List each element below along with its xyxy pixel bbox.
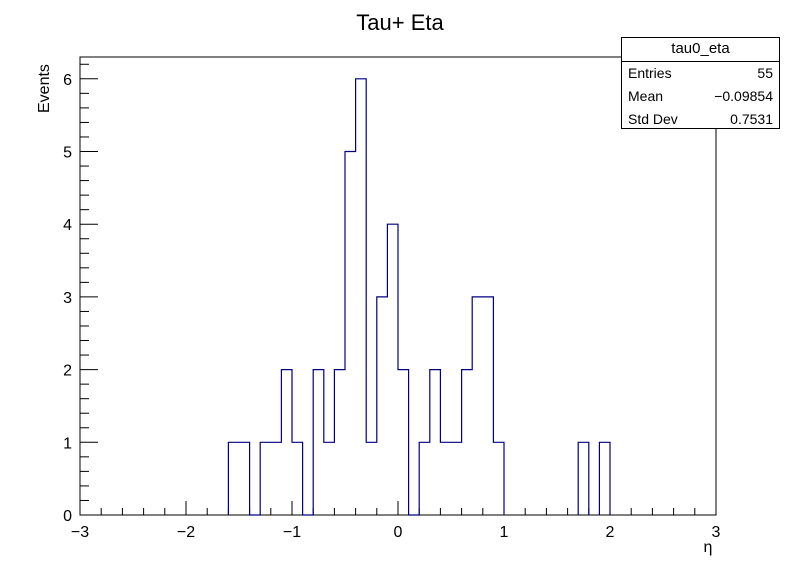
histogram-bin [472, 297, 483, 515]
x-tick-label: 1 [500, 524, 509, 541]
y-axis-label: Events [36, 64, 53, 113]
stats-value: −0.09854 [714, 88, 773, 104]
histogram-bin [440, 442, 451, 515]
histogram-bin [313, 370, 324, 515]
chart-title: Tau+ Eta [356, 10, 444, 35]
histogram-bin [419, 442, 430, 515]
stats-value: 55 [757, 65, 773, 81]
x-tick-label: 2 [606, 524, 615, 541]
histogram-outline [227, 78, 611, 516]
histogram-bin [281, 370, 292, 515]
histogram-bin [377, 297, 388, 515]
histogram-bin [483, 297, 494, 515]
y-tick-label: 5 [63, 145, 72, 162]
stats-row-stddev: Std Dev 0.7531 [622, 108, 779, 131]
x-tick-label: −3 [71, 524, 89, 541]
axis-tick-labels: −3 −2 −1 0 1 2 3 0 1 2 3 4 5 6 [63, 72, 720, 541]
y-tick-label: 0 [63, 508, 72, 525]
x-tick-label: −2 [177, 524, 195, 541]
histogram-bin [356, 79, 367, 515]
histogram-bin [599, 442, 610, 515]
histogram-bin [345, 152, 356, 515]
histogram-bin [451, 442, 462, 515]
histogram-bin [292, 442, 303, 515]
histogram-bin [324, 442, 335, 515]
stats-row-entries: Entries 55 [622, 62, 779, 85]
histogram-bin [398, 370, 409, 515]
y-tick-label: 3 [63, 290, 72, 307]
histogram-bin [228, 442, 239, 515]
stats-box: tau0_eta Entries 55 Mean −0.09854 Std De… [621, 37, 780, 129]
x-tick-label: 3 [712, 524, 721, 541]
stats-value: 0.7531 [730, 111, 773, 127]
y-tick-label: 1 [63, 435, 72, 452]
y-tick-label: 2 [63, 363, 72, 380]
stats-label: Mean [628, 88, 664, 104]
histogram-bin [578, 442, 589, 515]
histogram-bin [462, 370, 473, 515]
y-tick-label: 4 [63, 217, 72, 234]
histogram-bin [334, 370, 345, 515]
histogram-bin [239, 442, 250, 515]
histogram-bin [493, 442, 504, 515]
stats-title: tau0_eta [622, 38, 779, 62]
y-tick-label: 6 [63, 72, 72, 89]
stats-label: Entries [628, 65, 672, 81]
stats-label: Std Dev [628, 111, 678, 127]
histogram-bin [260, 442, 271, 515]
stats-row-mean: Mean −0.09854 [622, 85, 779, 108]
histogram-bin [430, 370, 441, 515]
x-axis-label: η [704, 539, 713, 556]
histogram-bin [366, 442, 377, 515]
x-tick-label: −1 [283, 524, 301, 541]
x-tick-label: 0 [394, 524, 403, 541]
histogram-bin [387, 224, 398, 515]
histogram-bin [271, 442, 282, 515]
